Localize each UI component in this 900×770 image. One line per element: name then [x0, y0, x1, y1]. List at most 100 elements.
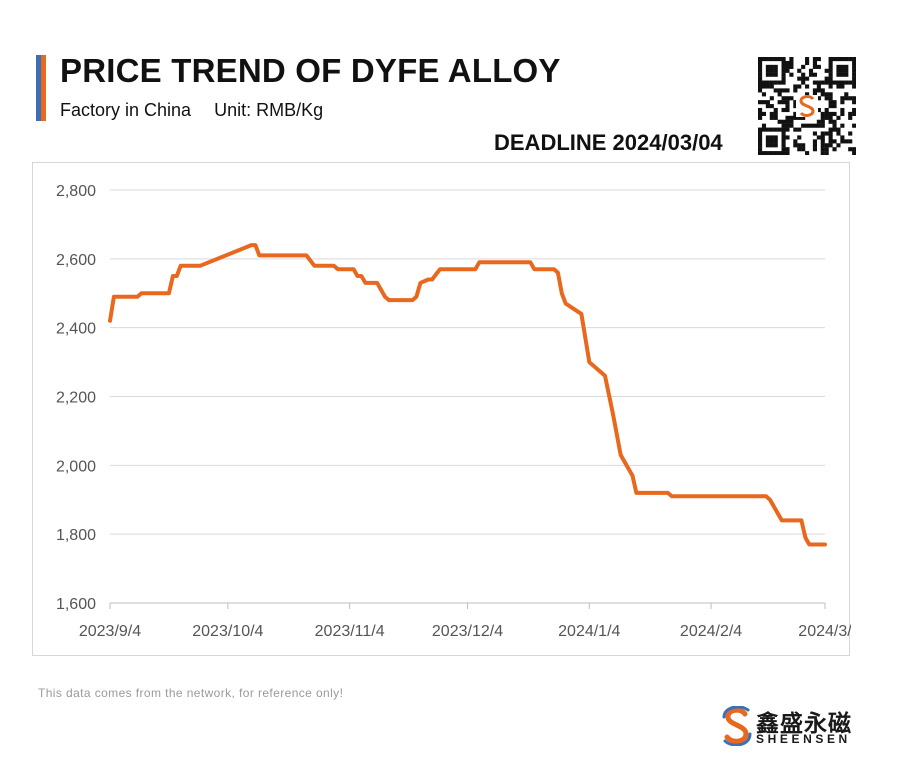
qr-module	[832, 123, 837, 128]
qr-module	[769, 72, 774, 77]
qr-module	[785, 127, 790, 132]
qr-module	[828, 92, 833, 97]
qr-module	[765, 64, 770, 69]
qr-module	[820, 111, 825, 116]
qr-module	[840, 107, 845, 113]
qr-module	[840, 72, 845, 77]
qr-module	[758, 72, 763, 77]
qr-module	[832, 57, 837, 62]
qr-module	[758, 60, 763, 66]
qr-module	[852, 76, 856, 81]
qr-module	[785, 135, 790, 140]
qr-module	[836, 143, 841, 148]
chart-subtitle: Factory in China Unit: RMB/Kg	[60, 100, 323, 121]
qr-module	[785, 60, 790, 66]
qr-module	[781, 143, 786, 148]
qr-module	[769, 111, 774, 116]
qr-module	[758, 100, 763, 105]
qr-module	[758, 143, 763, 148]
qr-module	[758, 68, 763, 73]
brand-logo: 鑫盛永磁 SHEENSEN	[722, 702, 852, 748]
qr-module	[820, 115, 825, 120]
qr-module	[805, 151, 810, 155]
qr-module	[793, 100, 798, 105]
qr-module	[797, 143, 802, 148]
qr-module	[820, 131, 825, 136]
qr-module	[820, 123, 825, 128]
qr-module	[801, 147, 806, 152]
qr-module	[789, 115, 794, 120]
chart-frame: 1,600 1,800 2,000 2,200 2,400 2,600 2,800 2023/…	[32, 162, 851, 656]
qr-module	[773, 115, 778, 120]
qr-module	[781, 88, 786, 93]
qr-module	[781, 57, 786, 62]
qr-module	[781, 131, 786, 136]
qr-module	[777, 119, 782, 124]
qr-module	[848, 80, 853, 85]
x-tick-label: 2023/12/4	[432, 623, 503, 640]
qr-module	[816, 123, 821, 128]
qr-module	[840, 64, 845, 69]
deadline-label: DEADLINE 2024/03/04	[494, 130, 723, 155]
qr-module	[828, 131, 833, 136]
qr-module	[820, 143, 825, 148]
title-accent-bar	[36, 55, 46, 121]
qr-module	[769, 64, 774, 69]
qr-module	[840, 80, 845, 85]
qr-module	[758, 131, 763, 136]
qr-module	[781, 119, 786, 124]
qr-module	[824, 76, 829, 81]
qr-module	[789, 60, 794, 66]
qr-module	[812, 139, 817, 144]
qr-module	[816, 88, 821, 93]
qr-module	[781, 100, 786, 105]
qr-module	[812, 80, 817, 85]
qr-module	[773, 135, 778, 140]
qr-module	[793, 139, 798, 144]
qr-module	[816, 119, 821, 124]
qr-module	[824, 80, 829, 85]
qr-module	[793, 84, 798, 89]
qr-module	[769, 115, 774, 120]
qr-module	[785, 104, 790, 109]
qr-module	[765, 151, 770, 155]
qr-module	[832, 119, 837, 124]
qr-module	[765, 139, 770, 144]
qr-module	[773, 80, 778, 85]
qr-module	[758, 57, 763, 62]
qr-module	[761, 80, 767, 85]
qr-module	[808, 72, 814, 77]
sheensen-logo-icon	[722, 706, 752, 746]
qr-module	[785, 107, 790, 113]
qr-module	[824, 151, 829, 155]
qr-module	[765, 80, 770, 85]
qr-module	[797, 127, 802, 132]
qr-module	[805, 123, 810, 128]
x-tick-label: 2024/2/4	[680, 623, 742, 640]
qr-module	[769, 57, 774, 62]
qr-code-icon	[758, 57, 856, 155]
qr-module	[816, 57, 821, 62]
qr-module	[816, 84, 821, 89]
qr-module	[848, 111, 853, 116]
qr-module	[836, 131, 841, 136]
qr-module	[852, 123, 856, 128]
qr-module	[805, 84, 810, 89]
qr-module	[820, 139, 825, 144]
qr-module	[828, 143, 833, 148]
qr-module	[836, 115, 841, 120]
qr-module	[773, 111, 778, 116]
qr-module	[781, 147, 786, 152]
qr-module	[777, 92, 782, 97]
qr-module	[852, 57, 856, 62]
qr-module	[820, 80, 825, 85]
qr-module	[769, 143, 774, 148]
qr-module	[832, 139, 837, 144]
qr-module	[797, 84, 802, 89]
qr-module	[852, 64, 856, 69]
qr-module	[832, 104, 837, 109]
qr-module	[832, 80, 837, 85]
accent-stripe-orange	[41, 55, 46, 121]
qr-module	[805, 60, 810, 66]
qr-module	[808, 123, 814, 128]
